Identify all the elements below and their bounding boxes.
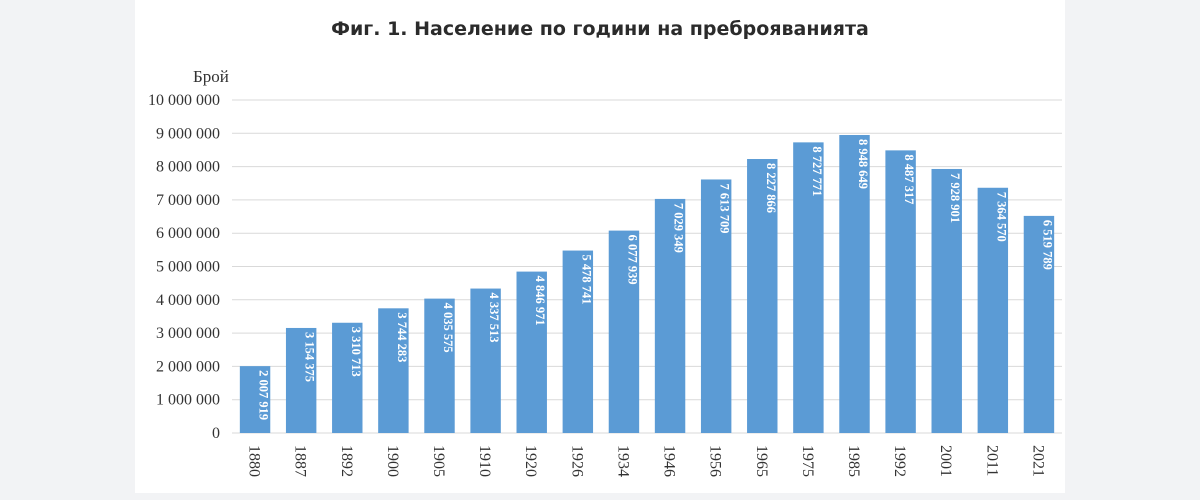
y-tick-label: 6 000 000 bbox=[156, 225, 220, 242]
bar bbox=[516, 271, 547, 433]
bar bbox=[654, 198, 686, 433]
x-tick-label: 1934 bbox=[614, 445, 631, 477]
bar bbox=[747, 159, 778, 433]
data-label: 5 478 741 bbox=[579, 255, 593, 305]
y-tick-label: 4 000 000 bbox=[156, 292, 220, 309]
x-tick-label: 1956 bbox=[707, 445, 724, 477]
bar bbox=[424, 298, 455, 433]
x-tick-label: 1985 bbox=[845, 445, 862, 477]
bar bbox=[839, 135, 870, 433]
x-tick-label: 2001 bbox=[937, 445, 954, 477]
bar bbox=[793, 142, 824, 433]
data-label: 3 154 375 bbox=[303, 332, 317, 382]
bar bbox=[1023, 215, 1055, 433]
bar bbox=[885, 150, 916, 433]
data-label: 7 928 901 bbox=[948, 173, 962, 223]
x-tick-label: 1965 bbox=[753, 445, 770, 477]
bar bbox=[700, 179, 732, 433]
data-label: 3 744 283 bbox=[395, 312, 409, 362]
data-label: 4 035 575 bbox=[441, 303, 455, 353]
x-tick-label: 1926 bbox=[568, 445, 585, 477]
data-label: 4 846 971 bbox=[533, 276, 547, 326]
data-label: 6 077 939 bbox=[625, 235, 639, 285]
bar-chart: 0 1 000 000 2 000 000 3 000 000 4 000 000 5 0… bbox=[148, 67, 1062, 477]
data-label: 4 337 513 bbox=[487, 293, 501, 343]
y-tick-label: 8 000 000 bbox=[156, 159, 220, 176]
x-tick-label: 1992 bbox=[891, 445, 908, 477]
data-label: 3 310 713 bbox=[349, 327, 363, 377]
x-tick-label: 1920 bbox=[522, 445, 539, 477]
y-tick-label: 5 000 000 bbox=[156, 259, 220, 276]
bar bbox=[239, 366, 271, 433]
bar bbox=[977, 187, 1009, 433]
y-tick-label: 1 000 000 bbox=[156, 392, 220, 409]
bar bbox=[608, 230, 640, 433]
x-tick-label: 2011 bbox=[983, 445, 1000, 476]
y-tick-label: 2 000 000 bbox=[156, 358, 220, 375]
bar bbox=[332, 322, 363, 433]
x-tick-label: 1887 bbox=[292, 445, 309, 477]
y-tick-label: 10 000 000 bbox=[148, 92, 220, 109]
data-label: 7 613 709 bbox=[718, 183, 732, 233]
data-label: 8 948 649 bbox=[856, 139, 870, 189]
x-tick-label: 1892 bbox=[338, 445, 355, 477]
data-label: 7 029 349 bbox=[672, 203, 686, 253]
bar bbox=[285, 327, 317, 433]
x-tick-label: 1946 bbox=[661, 445, 678, 477]
y-axis-label: Брой bbox=[193, 67, 229, 86]
data-label: 8 487 317 bbox=[902, 154, 916, 204]
x-tick-label: 1910 bbox=[476, 445, 493, 477]
bar bbox=[470, 288, 501, 433]
y-tick-label: 3 000 000 bbox=[156, 325, 220, 342]
x-tick-label: 1900 bbox=[384, 445, 401, 477]
data-label: 8 727 771 bbox=[810, 146, 824, 196]
y-tick-label: 7 000 000 bbox=[156, 192, 220, 209]
bar bbox=[378, 308, 409, 433]
data-label: 8 227 866 bbox=[764, 163, 778, 213]
x-tick-label: 1880 bbox=[246, 445, 263, 477]
chart-title: Фиг. 1. Население по години на преброява… bbox=[331, 18, 869, 40]
y-tick-label: 0 bbox=[212, 425, 220, 442]
bar bbox=[562, 250, 594, 433]
bar bbox=[931, 168, 962, 433]
y-tick-label: 9 000 000 bbox=[156, 125, 220, 142]
data-label: 7 364 570 bbox=[994, 192, 1008, 242]
x-tick-label: 1905 bbox=[430, 445, 447, 477]
data-label: 6 519 789 bbox=[1040, 220, 1054, 270]
x-tick-label: 1975 bbox=[799, 445, 816, 477]
chart-card: Фиг. 1. Население по години на преброява… bbox=[135, 0, 1065, 493]
data-label: 2 007 919 bbox=[257, 370, 271, 420]
x-tick-label: 2021 bbox=[1029, 445, 1046, 477]
